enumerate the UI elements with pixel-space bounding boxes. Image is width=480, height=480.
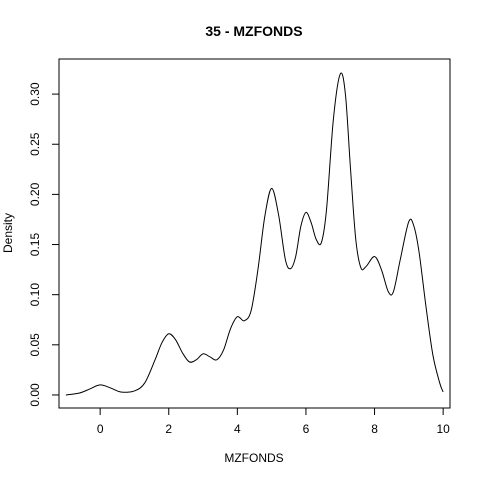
y-axis-ticks: 0.00 0.05 0.10 0.15 0.20 0.25 0.30 — [28, 82, 59, 407]
plot-area-box — [58, 58, 451, 409]
y-tick-label: 0.15 — [28, 233, 42, 257]
x-tick-label: 2 — [165, 422, 172, 436]
y-axis-label: Density — [1, 213, 15, 253]
density-series-line — [65, 72, 444, 396]
y-tick-label: 0.10 — [28, 283, 42, 307]
x-axis-ticks: 0 2 4 6 8 10 — [97, 408, 450, 436]
x-tick-label: 8 — [371, 422, 378, 436]
x-tick-label: 6 — [303, 422, 310, 436]
x-tick-label: 4 — [234, 422, 241, 436]
y-tick-label: 0.05 — [28, 333, 42, 357]
x-tick-label: 0 — [97, 422, 104, 436]
y-tick-label: 0.20 — [28, 182, 42, 206]
chart-title: 35 - MZFONDS — [205, 23, 302, 39]
y-tick-label: 0.25 — [28, 132, 42, 156]
x-axis-label: MZFONDS — [224, 451, 283, 465]
y-tick-label: 0.30 — [28, 82, 42, 106]
x-tick-label: 10 — [436, 422, 450, 436]
y-tick-label: 0.00 — [28, 383, 42, 407]
